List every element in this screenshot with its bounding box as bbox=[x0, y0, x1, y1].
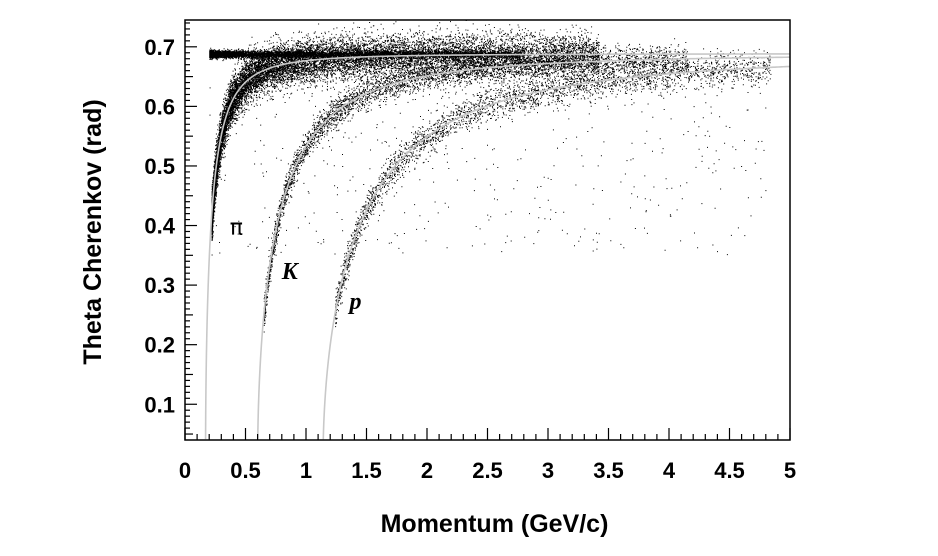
x-tick-label: 3.5 bbox=[593, 458, 624, 483]
y-tick-label: 0.1 bbox=[144, 392, 175, 417]
curve-k bbox=[256, 56, 791, 439]
x-tick-label: 2.5 bbox=[472, 458, 503, 483]
y-tick-label: 0.5 bbox=[144, 154, 175, 179]
curve-pion bbox=[204, 53, 790, 440]
x-tick-label: 0.5 bbox=[230, 458, 261, 483]
y-tick-label: 0.7 bbox=[144, 35, 175, 60]
x-axis-title: Momentum (GeV/c) bbox=[381, 510, 609, 538]
curve-p bbox=[322, 65, 791, 440]
curve-label-p: p bbox=[348, 289, 362, 315]
curve-label-pion: π bbox=[230, 215, 243, 240]
x-tick-label: 4 bbox=[663, 458, 676, 483]
y-tick-label: 0.6 bbox=[144, 94, 175, 119]
x-tick-label: 1.5 bbox=[351, 458, 382, 483]
y-tick-label: 0.3 bbox=[144, 273, 175, 298]
y-axis-title: Theta Cherenkov (rad) bbox=[79, 99, 107, 364]
curve-labels: π Kp bbox=[230, 215, 362, 314]
x-tick-label: 4.5 bbox=[714, 458, 745, 483]
y-tick-label: 0.4 bbox=[144, 214, 175, 239]
curve-label-k: K bbox=[281, 259, 300, 285]
axis-ticks: 0 0.5 1 1.5 2 2.5 3 3.5 4 4.5 5 0.1 0.2 0.3 0.4 0.5 0.6 0… bbox=[144, 22, 796, 483]
y-tick-label: 0.2 bbox=[144, 333, 175, 358]
x-tick-label: 1 bbox=[300, 458, 312, 483]
mass-curves bbox=[204, 53, 791, 440]
x-tick-label: 0 bbox=[179, 458, 191, 483]
x-tick-label: 5 bbox=[784, 458, 796, 483]
x-tick-label: 2 bbox=[421, 458, 433, 483]
x-tick-label: 3 bbox=[542, 458, 554, 483]
